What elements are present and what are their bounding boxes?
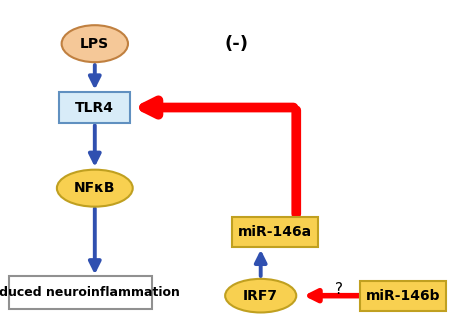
Text: LPS: LPS bbox=[80, 37, 109, 51]
FancyBboxPatch shape bbox=[360, 281, 446, 311]
FancyBboxPatch shape bbox=[232, 217, 318, 247]
Text: miR-146a: miR-146a bbox=[238, 225, 312, 239]
Text: IRF7: IRF7 bbox=[243, 289, 278, 303]
Text: (-): (-) bbox=[225, 35, 249, 53]
Ellipse shape bbox=[62, 25, 128, 62]
Text: TLR4: TLR4 bbox=[75, 100, 114, 115]
Text: NFκB: NFκB bbox=[74, 181, 116, 195]
FancyBboxPatch shape bbox=[9, 276, 152, 309]
Ellipse shape bbox=[57, 170, 133, 207]
Text: Reduced neuroinflammation: Reduced neuroinflammation bbox=[0, 286, 180, 299]
FancyBboxPatch shape bbox=[59, 92, 130, 123]
Ellipse shape bbox=[225, 279, 296, 312]
Text: miR-146b: miR-146b bbox=[365, 289, 440, 303]
Text: ?: ? bbox=[335, 282, 343, 297]
